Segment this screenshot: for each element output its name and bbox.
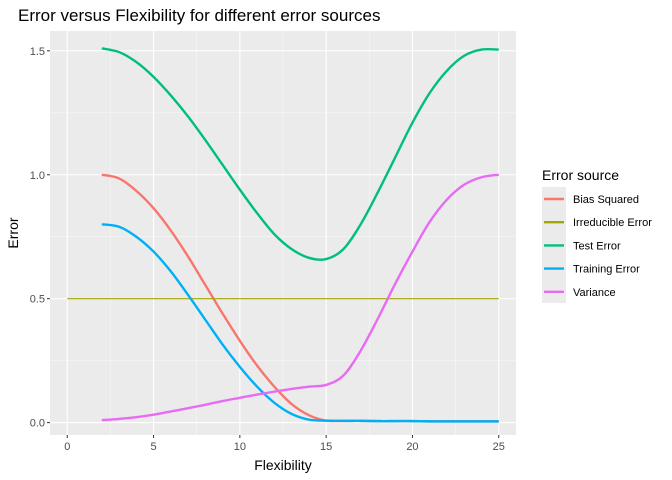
x-axis: 0 5 10 15 20 25 (64, 435, 505, 453)
y-axis: 0.0 0.5 1.0 1.5 (30, 46, 50, 430)
x-tick-label: 0 (64, 441, 70, 453)
x-tick-label: 15 (320, 441, 332, 453)
x-tick-label: 5 (150, 441, 156, 453)
legend-label-irreducible-error: Irreducible Error (573, 217, 652, 229)
series-line-test-error (101, 47, 499, 261)
x-axis-title: Flexibility (254, 457, 312, 473)
legend-label-bias-squared: Bias Squared (573, 194, 639, 206)
minor-gridlines (50, 31, 516, 435)
series-lines (67, 47, 499, 423)
legend-title: Error source (542, 167, 619, 183)
series-line-training-error (101, 223, 499, 423)
y-tick-label: 1.0 (30, 170, 45, 182)
series-line-variance (101, 173, 499, 422)
y-tick-label: 0.5 (30, 294, 45, 306)
x-tick-label: 20 (406, 441, 418, 453)
y-axis-title: Error (5, 217, 21, 248)
legend-label-variance: Variance (573, 287, 616, 299)
legend-label-test-error: Test Error (573, 240, 621, 252)
y-tick-label: 0.0 (30, 418, 45, 430)
x-tick-label: 25 (493, 441, 505, 453)
legend-label-training-error: Training Error (573, 264, 640, 276)
chart-title: Error versus Flexibility for different e… (18, 6, 380, 25)
x-tick-label: 10 (234, 441, 246, 453)
y-tick-label: 1.5 (30, 46, 45, 58)
legend: Error source Bias Squared Irreducible Err… (542, 167, 652, 303)
